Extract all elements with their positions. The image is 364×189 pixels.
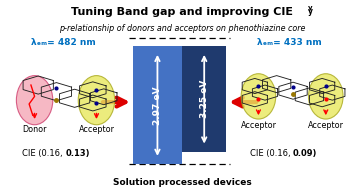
Text: Acceptor: Acceptor bbox=[241, 121, 276, 130]
Ellipse shape bbox=[309, 74, 343, 119]
Text: λₑₘ= 482 nm: λₑₘ= 482 nm bbox=[31, 38, 96, 47]
Text: p-relationship of donors and acceptors on phenothiazine core: p-relationship of donors and acceptors o… bbox=[59, 24, 305, 33]
Bar bbox=[133, 46, 182, 164]
Text: 2.97 eV: 2.97 eV bbox=[153, 86, 162, 125]
Text: Solution processed devices: Solution processed devices bbox=[112, 178, 252, 187]
Text: Acceptor: Acceptor bbox=[308, 121, 344, 130]
Text: y: y bbox=[308, 7, 313, 16]
Text: Donor: Donor bbox=[22, 125, 47, 134]
Text: 0.09): 0.09) bbox=[293, 149, 317, 158]
Text: 3.25 eV: 3.25 eV bbox=[200, 80, 209, 119]
Text: Tuning Band gap and improving CIE: Tuning Band gap and improving CIE bbox=[71, 7, 293, 17]
Bar bbox=[182, 46, 226, 152]
Text: CIE (0.16,: CIE (0.16, bbox=[22, 149, 66, 158]
Text: Acceptor: Acceptor bbox=[79, 125, 114, 134]
Ellipse shape bbox=[78, 76, 115, 125]
Text: y: y bbox=[308, 5, 312, 11]
Text: CIE (0.16,: CIE (0.16, bbox=[250, 149, 293, 158]
Ellipse shape bbox=[16, 76, 53, 125]
Text: λₑₘ= 433 nm: λₑₘ= 433 nm bbox=[257, 38, 322, 47]
Ellipse shape bbox=[241, 74, 276, 119]
Text: 0.13): 0.13) bbox=[66, 149, 90, 158]
